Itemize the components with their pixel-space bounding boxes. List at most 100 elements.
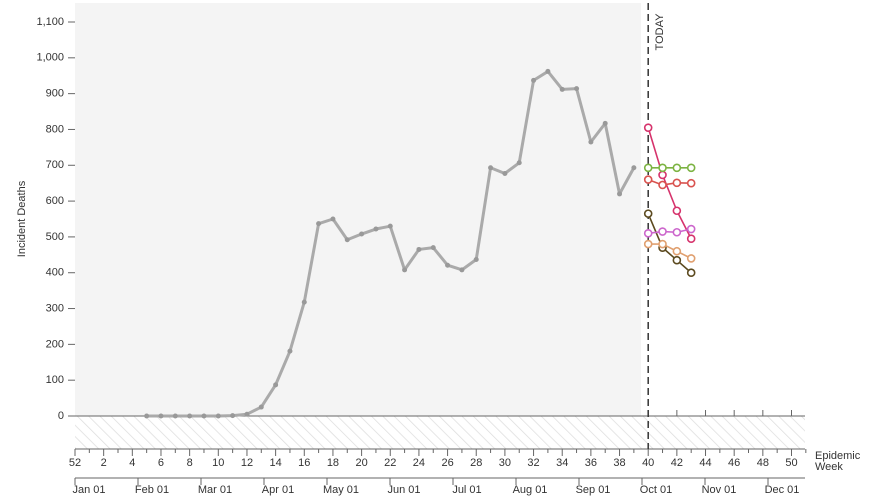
x-tick-label: 28: [470, 457, 482, 469]
y-tick-label: 300: [46, 302, 64, 314]
hatch-area: [75, 416, 805, 449]
data-point: [316, 221, 322, 227]
y-tick-label: 1,100: [36, 16, 64, 28]
data-point: [672, 163, 682, 173]
y-tick-label: 400: [46, 267, 64, 279]
data-point: [658, 180, 667, 190]
data-point: [686, 268, 696, 278]
x-tick-label: 30: [499, 457, 511, 469]
x-tick-label: 38: [613, 457, 625, 469]
data-point: [531, 77, 537, 83]
data-point: [643, 123, 653, 132]
x-tick-label: 24: [413, 457, 425, 469]
y-tick-label: 900: [46, 88, 64, 100]
data-point: [686, 224, 696, 234]
date-label: Sep 01: [576, 484, 611, 496]
x-tick-label: 42: [671, 457, 683, 469]
data-point: [445, 262, 451, 268]
x-tick-label: 36: [585, 457, 597, 469]
x-tick-label: 8: [187, 457, 193, 469]
data-point: [258, 404, 264, 410]
data-point: [658, 239, 667, 249]
data-point: [588, 139, 594, 145]
data-point: [144, 413, 150, 419]
data-point: [158, 413, 164, 419]
data-point: [686, 254, 696, 263]
x-tick-label: 44: [699, 457, 711, 469]
data-point: [602, 120, 608, 126]
data-point: [416, 246, 422, 252]
data-point: [643, 175, 653, 184]
date-label: Oct 01: [640, 484, 672, 496]
data-point: [473, 256, 479, 262]
data-point: [301, 299, 307, 305]
data-point: [244, 411, 250, 417]
y-tick-label: 600: [46, 195, 64, 207]
series-line: [647, 178, 692, 186]
data-point: [686, 178, 696, 188]
data-point: [430, 245, 436, 251]
today-label: TODAY: [654, 13, 666, 51]
date-label: Jan 01: [72, 484, 105, 496]
data-point: [172, 413, 178, 419]
y-tick-label: 200: [46, 338, 64, 350]
x-tick-label: 18: [327, 457, 339, 469]
x-tick-label: 4: [129, 457, 135, 469]
x-tick-label: 50: [785, 457, 797, 469]
data-point: [643, 239, 653, 249]
y-tick-label: 1,000: [36, 52, 64, 64]
date-label: Dec 01: [765, 484, 800, 496]
data-point: [330, 216, 336, 222]
series-line: [648, 243, 692, 260]
data-point: [631, 165, 637, 171]
data-point: [643, 163, 653, 173]
data-point: [658, 163, 667, 173]
data-point: [359, 231, 365, 237]
data-point: [402, 267, 408, 273]
x-tick-label: 34: [556, 457, 568, 469]
data-point: [373, 226, 379, 232]
date-label: Apr 01: [262, 484, 294, 496]
x-tick-label: 40: [642, 457, 654, 469]
data-point: [672, 227, 682, 237]
data-point: [617, 191, 623, 197]
data-point: [658, 170, 667, 180]
data-point: [686, 234, 696, 243]
y-tick-label: 500: [46, 231, 64, 243]
data-point: [643, 209, 653, 218]
data-point: [643, 229, 653, 238]
y-tick-label: 700: [46, 159, 64, 171]
data-point: [559, 86, 565, 92]
series-line: [648, 228, 692, 235]
data-point: [287, 348, 293, 354]
data-point: [502, 171, 508, 177]
date-label: Jul 01: [452, 484, 481, 496]
x-tick-label: 48: [757, 457, 769, 469]
data-point: [344, 237, 350, 243]
x-tick-label: 22: [384, 457, 396, 469]
y-axis-label: Incident Deaths: [16, 180, 28, 257]
y-tick-label: 0: [58, 410, 64, 422]
observed-background: [75, 3, 642, 416]
date-label: Nov 01: [702, 484, 737, 496]
x-tick-label: 26: [441, 457, 453, 469]
data-point: [686, 163, 696, 173]
x-tick-label: 6: [158, 457, 164, 469]
date-label: Aug 01: [513, 484, 548, 496]
data-point: [672, 206, 682, 216]
x-tick-label: 10: [212, 457, 224, 469]
date-label: Jun 01: [387, 484, 420, 496]
x-tick-label: 52: [69, 457, 81, 469]
x-axis-label: Epidemic: [815, 450, 861, 462]
x-tick-label: 46: [728, 457, 740, 469]
x-axis-label: Week: [815, 461, 843, 473]
x-tick-label: 32: [527, 457, 539, 469]
data-point: [215, 413, 221, 419]
data-point: [672, 255, 682, 265]
series-line: [647, 213, 692, 274]
data-point: [230, 413, 236, 419]
x-tick-label: 16: [298, 457, 310, 469]
series-line: [647, 127, 692, 240]
date-label: Feb 01: [135, 484, 169, 496]
